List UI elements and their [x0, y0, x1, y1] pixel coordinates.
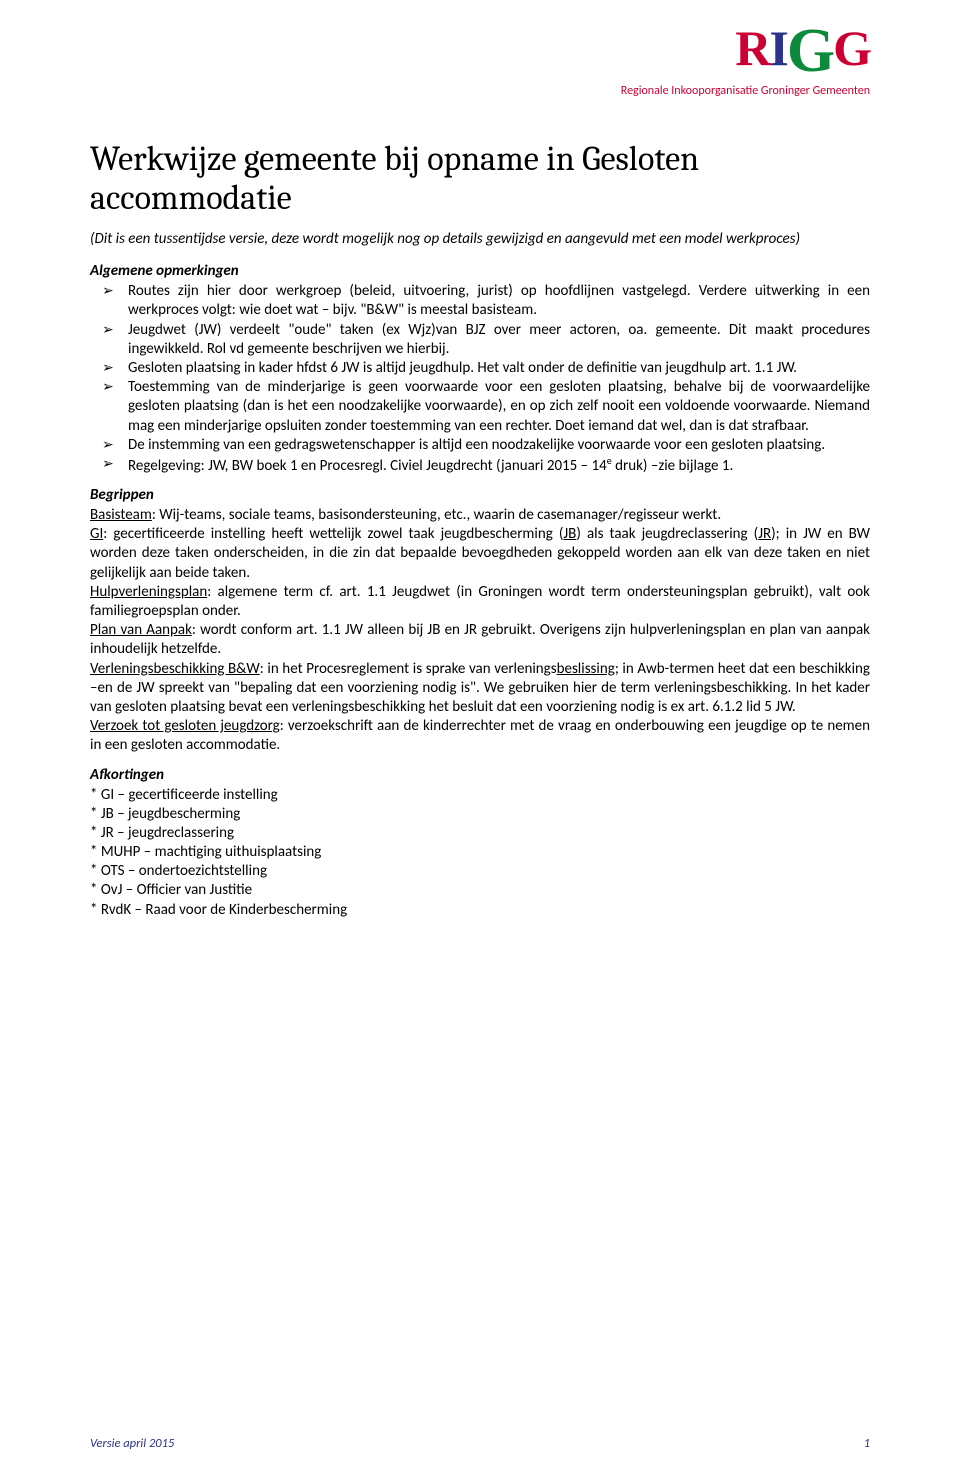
page-subtitle: (Dit is een tussentijdse versie, deze wo…: [90, 230, 870, 248]
abbrev-item: * OvJ – Officier van Justitie: [90, 881, 870, 900]
section-heading-begrippen: Begrippen: [90, 486, 870, 504]
abbrev-item: * RvdK – Raad voor de Kinderbescherming: [90, 901, 870, 920]
logo-main: RIGG: [621, 20, 870, 82]
begrip-verleningsbeschikking: Verleningsbeschikking B&W: in het Proces…: [90, 660, 870, 718]
afkortingen-list: * GI – gecertificeerde instelling * JB –…: [90, 786, 870, 920]
footer-version: Versie april 2015: [90, 1436, 174, 1451]
begrip-verzoek: Verzoek tot gesloten jeugdzorg: verzoeks…: [90, 717, 870, 755]
abbrev-item: * MUHP – machtiging uithuisplaatsing: [90, 843, 870, 862]
begrip-hulpverleningsplan: Hulpverleningsplan: algemene term cf. ar…: [90, 583, 870, 621]
term-underline: JR: [758, 525, 771, 543]
term-underline: beslissing: [557, 660, 615, 678]
list-item: De instemming van een gedragswetenschapp…: [128, 436, 870, 455]
begrip-plan-van-aanpak: Plan van Aanpak: wordt conform art. 1.1 …: [90, 621, 870, 659]
logo-letter-g2: G: [833, 20, 870, 76]
term-underline: GI: [90, 525, 103, 543]
document-page: RIGG Regionale Inkooporganisatie Groning…: [0, 0, 960, 1473]
abbrev-item: * GI – gecertificeerde instelling: [90, 786, 870, 805]
list-item: Routes zijn hier door werkgroep (beleid,…: [128, 282, 870, 320]
abbrev-item: * JB – jeugdbescherming: [90, 805, 870, 824]
begrip-gi: GI: gecertificeerde instelling heeft wet…: [90, 525, 870, 583]
logo-block: RIGG Regionale Inkooporganisatie Groning…: [621, 20, 870, 98]
begrippen-body: Basisteam: Wij-teams, sociale teams, bas…: [90, 506, 870, 755]
page-footer: Versie april 2015 1: [90, 1436, 870, 1451]
logo-letter-g1: G: [787, 17, 833, 85]
list-item: Regelgeving: JW, BW boek 1 en Procesregl…: [128, 455, 870, 476]
footer-page-number: 1: [864, 1436, 870, 1451]
logo-letter-i: I: [769, 20, 786, 76]
logo-subtitle: Regionale Inkooporganisatie Groninger Ge…: [621, 84, 870, 98]
abbrev-item: * OTS – ondertoezichtstelling: [90, 862, 870, 881]
section-heading-algemene: Algemene opmerkingen: [90, 262, 870, 280]
bullet-6-post: druk) –zie bijlage 1.: [612, 457, 734, 475]
abbrev-item: * JR – jeugdreclassering: [90, 824, 870, 843]
list-item: Gesloten plaatsing in kader hfdst 6 JW i…: [128, 359, 870, 378]
term-underline: Verleningsbeschikking B&W: [90, 660, 260, 678]
term-underline: Plan van Aanpak: [90, 621, 192, 639]
term-underline: Basisteam: [90, 506, 152, 524]
bullet-6-pre: Regelgeving: JW, BW boek 1 en Procesregl…: [128, 457, 607, 475]
page-title: Werkwijze gemeente bij opname in Geslote…: [90, 140, 870, 218]
list-item: Toestemming van de minderjarige is geen …: [128, 378, 870, 436]
logo-letter-r: R: [735, 20, 769, 76]
section-heading-afkortingen: Afkortingen: [90, 766, 870, 784]
begrip-basisteam: Basisteam: Wij-teams, sociale teams, bas…: [90, 506, 870, 525]
bullets-algemene: Routes zijn hier door werkgroep (beleid,…: [90, 282, 870, 476]
term-underline: Hulpverleningsplan: [90, 583, 207, 601]
term-underline: Verzoek tot gesloten jeugdzorg: [90, 717, 280, 735]
term-underline: JB: [563, 525, 576, 543]
list-item: Jeugdwet (JW) verdeelt "oude" taken (ex …: [128, 321, 870, 359]
